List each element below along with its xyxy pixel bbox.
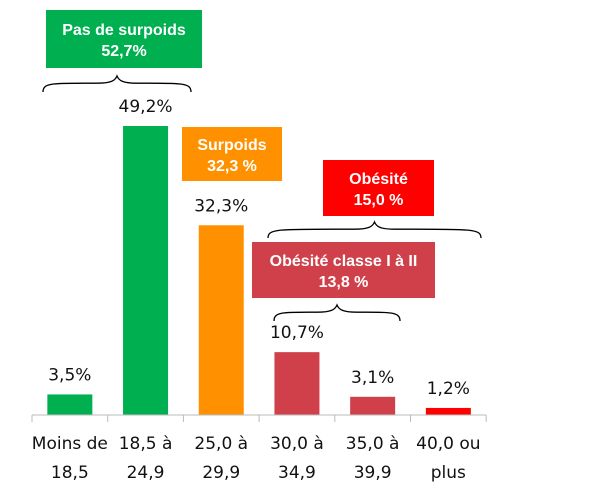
surpoids-value: 32,3 % [207,158,257,175]
obesite-title: Obésité [349,171,408,188]
data-label: 10,7% [270,323,324,343]
category-label: 25,0 à [194,434,248,454]
surpoids-box [182,127,282,181]
data-label: 3,1% [351,368,394,388]
category-label: 30,0 à [270,434,324,454]
bar [123,126,169,415]
obesite-box [323,160,434,216]
bar [350,396,396,415]
pas-de-surpoids-title: Pas de surpoids [62,22,186,39]
data-label: 1,2% [427,379,470,399]
bar [274,352,320,415]
obesite-classe-brace [273,303,401,322]
category-label: 18,5 à [119,434,173,454]
category-label: plus [431,463,466,483]
data-label: 49,2% [119,97,173,117]
category-label: 24,9 [127,463,165,483]
pas-de-surpoids-box [46,10,202,68]
x-axis: Moins de 18,5 18,5 à 24,9 25,0 à 29,9 30,0 à 34… [31,414,487,483]
surpoids-title: Surpoids [197,137,266,154]
data-label: 3,5% [48,365,91,385]
bar [47,394,93,415]
obesite-classe-title: Obésité classe I à II [270,253,418,270]
category-label: 39,9 [354,463,392,483]
category-label: 35,0 à [346,434,400,454]
obesite-value: 15,0 % [354,192,404,209]
category-label: Moins de [32,434,108,454]
obesite-classe-value: 13,8 % [319,274,369,291]
obesite-classe-box [252,242,435,298]
pas-de-surpoids-brace [42,74,192,93]
category-label: 29,9 [202,463,240,483]
bar [198,225,244,415]
obesite-brace [267,220,482,239]
category-label: 40,0 ou [416,434,480,454]
data-label: 32,3% [194,196,248,216]
category-label: 18,5 [51,463,89,483]
pas-de-surpoids-value: 52,7% [101,43,146,60]
bar [425,407,471,415]
category-label: 34,9 [278,463,316,483]
